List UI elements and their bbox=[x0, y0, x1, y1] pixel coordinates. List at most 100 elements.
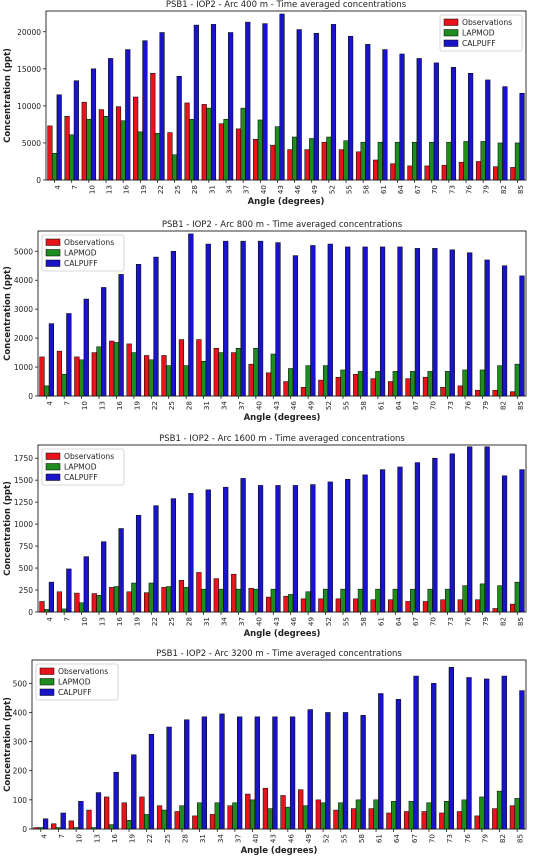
legend-swatch-calpuff bbox=[45, 473, 61, 481]
bar-calpuff-82 bbox=[501, 675, 507, 830]
y-tick-label: 100 bbox=[13, 796, 28, 805]
x-tick-label: 49 bbox=[307, 401, 316, 411]
x-tick-label: 70 bbox=[430, 185, 439, 195]
x-tick-label: 34 bbox=[216, 834, 225, 844]
bar-lapmod-37 bbox=[232, 802, 238, 830]
bar-lapmod-64 bbox=[392, 371, 398, 397]
bar-observations-4 bbox=[33, 827, 39, 830]
bar-observations-76 bbox=[457, 599, 463, 613]
bar-lapmod-52 bbox=[320, 802, 326, 830]
bar-calpuff-37 bbox=[240, 478, 246, 613]
x-tick-label: 34 bbox=[220, 401, 229, 411]
x-tick-label: 79 bbox=[480, 834, 489, 844]
bar-observations-52 bbox=[321, 141, 327, 181]
bar-calpuff-19 bbox=[135, 515, 142, 613]
x-axis-label: Angle (degrees) bbox=[244, 629, 321, 639]
x-tick-label: 73 bbox=[447, 185, 456, 194]
bar-observations-22 bbox=[143, 592, 150, 613]
bar-lapmod-34 bbox=[214, 802, 220, 830]
bar-observations-73 bbox=[441, 164, 447, 181]
bar-observations-22 bbox=[150, 73, 156, 181]
x-tick-label: 52 bbox=[324, 617, 333, 626]
bar-observations-73 bbox=[440, 387, 446, 397]
bar-calpuff-4 bbox=[48, 323, 55, 397]
x-tick-label: 61 bbox=[375, 834, 384, 843]
bar-calpuff-22 bbox=[148, 734, 155, 830]
bar-observations-58 bbox=[353, 374, 359, 397]
bar-calpuff-70 bbox=[432, 248, 438, 397]
bar-calpuff-19 bbox=[135, 264, 142, 397]
bar-lapmod-22 bbox=[144, 814, 150, 830]
bar-observations-34 bbox=[209, 814, 216, 830]
bar-observations-10 bbox=[74, 592, 80, 613]
bar-lapmod-58 bbox=[357, 371, 364, 397]
x-tick-label: 64 bbox=[394, 401, 403, 411]
bar-lapmod-4 bbox=[44, 385, 50, 397]
x-axis-label: Angle (degrees) bbox=[248, 197, 325, 207]
bar-observations-82 bbox=[492, 608, 498, 613]
chart-1: PSB1 - IOP2 - Arc 400 m - Time averaged … bbox=[3, 0, 527, 207]
bar-lapmod-40 bbox=[253, 347, 259, 397]
bar-observations-34 bbox=[218, 123, 224, 181]
x-tick-label: 46 bbox=[289, 401, 298, 411]
x-tick-label: 58 bbox=[359, 401, 368, 411]
bar-observations-49 bbox=[304, 149, 310, 181]
y-tick-label: 250 bbox=[19, 586, 34, 595]
legend-box bbox=[439, 14, 523, 52]
bar-calpuff-58 bbox=[362, 246, 368, 397]
bar-lapmod-67 bbox=[410, 371, 416, 397]
legend-label-lapmod: LAPMOD bbox=[58, 678, 91, 687]
bar-calpuff-64 bbox=[399, 53, 405, 181]
bar-lapmod-7 bbox=[61, 608, 67, 613]
bar-observations-58 bbox=[350, 808, 357, 830]
bar-calpuff-10 bbox=[90, 68, 97, 181]
bar-lapmod-55 bbox=[343, 140, 349, 181]
bar-calpuff-16 bbox=[125, 49, 131, 181]
bar-calpuff-67 bbox=[416, 58, 422, 181]
bar-calpuff-58 bbox=[360, 715, 366, 830]
x-tick-label: 43 bbox=[272, 401, 281, 410]
bar-lapmod-37 bbox=[235, 588, 242, 613]
x-tick-label: 28 bbox=[185, 401, 194, 411]
bar-calpuff-34 bbox=[219, 713, 225, 830]
plot-frame bbox=[31, 659, 527, 830]
bar-lapmod-37 bbox=[235, 347, 242, 397]
x-tick-label: 43 bbox=[272, 617, 281, 626]
bar-lapmod-49 bbox=[302, 805, 309, 830]
legend-label-calpuff: CALPUFF bbox=[64, 473, 98, 482]
bar-observations-55 bbox=[335, 598, 341, 613]
x-tick-label: 64 bbox=[394, 617, 403, 627]
bar-calpuff-43 bbox=[279, 13, 285, 181]
bar-observations-85 bbox=[509, 391, 516, 397]
bar-calpuff-85 bbox=[519, 275, 525, 397]
y-tick-label: 20000 bbox=[17, 28, 41, 37]
x-tick-label: 4 bbox=[39, 834, 48, 839]
x-tick-label: 10 bbox=[75, 834, 84, 844]
bar-lapmod-82 bbox=[497, 365, 503, 397]
x-tick-label: 67 bbox=[411, 401, 420, 410]
x-tick-label: 16 bbox=[122, 185, 131, 195]
bar-lapmod-13 bbox=[103, 116, 109, 181]
bar-observations-70 bbox=[424, 165, 430, 181]
bar-calpuff-7 bbox=[66, 568, 72, 613]
x-tick-label: 7 bbox=[57, 834, 66, 839]
bar-observations-58 bbox=[355, 151, 362, 181]
bar-calpuff-61 bbox=[379, 469, 386, 613]
y-tick-label: 2000 bbox=[14, 334, 33, 343]
bar-calpuff-52 bbox=[327, 243, 333, 397]
bar-lapmod-61 bbox=[375, 371, 381, 397]
bar-observations-19 bbox=[126, 591, 132, 613]
bar-lapmod-31 bbox=[200, 361, 207, 397]
bar-calpuff-61 bbox=[379, 246, 386, 397]
x-tick-label: 67 bbox=[410, 834, 419, 843]
bar-observations-13 bbox=[98, 109, 104, 181]
bar-lapmod-49 bbox=[309, 138, 315, 181]
bar-observations-70 bbox=[421, 811, 427, 830]
bar-lapmod-61 bbox=[373, 799, 379, 830]
bar-lapmod-4 bbox=[44, 609, 50, 613]
bar-calpuff-13 bbox=[95, 792, 102, 830]
x-tick-label: 49 bbox=[307, 617, 316, 627]
x-tick-label: 28 bbox=[190, 185, 199, 195]
bar-observations-43 bbox=[265, 596, 272, 613]
